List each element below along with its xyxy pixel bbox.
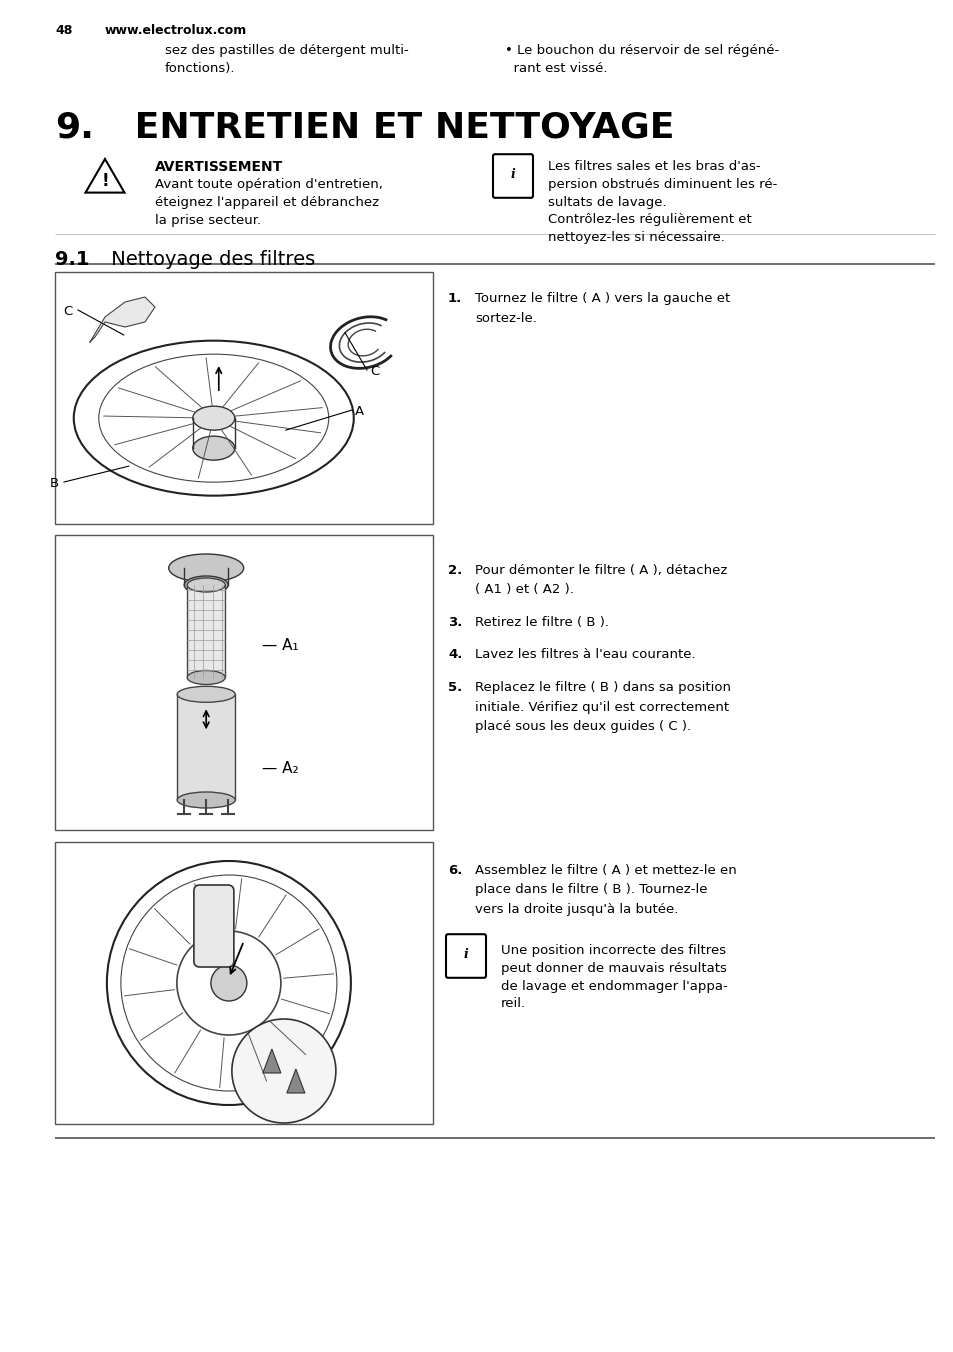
Text: 1.: 1. [448,292,462,306]
Text: AVERTISSEMENT: AVERTISSEMENT [154,160,283,174]
Bar [187,585,225,677]
Circle shape [211,965,247,1000]
Text: ENTRETIEN ET NETTOYAGE: ENTRETIEN ET NETTOYAGE [122,110,674,145]
Ellipse shape [193,437,234,460]
Text: 2.: 2. [448,564,462,577]
Text: Lavez les filtres à l'eau courante.: Lavez les filtres à l'eau courante. [475,649,695,661]
Text: 9.1: 9.1 [55,250,90,269]
Text: reil.: reil. [500,998,525,1010]
Text: C: C [63,306,72,318]
Text: persion obstrués diminuent les ré-: persion obstrués diminuent les ré- [547,178,777,191]
Text: !: ! [101,173,109,191]
Text: Tournez le filtre ( A ) vers la gauche et: Tournez le filtre ( A ) vers la gauche e… [475,292,729,306]
Text: sultats de lavage.: sultats de lavage. [547,196,666,208]
Text: ( A1 ) et ( A2 ).: ( A1 ) et ( A2 ). [475,584,574,596]
Text: 6.: 6. [448,864,462,877]
Text: 4.: 4. [448,649,462,661]
Text: Une position incorrecte des filtres: Une position incorrecte des filtres [500,944,725,957]
Ellipse shape [177,687,235,702]
Text: place dans le filtre ( B ). Tournez-le: place dans le filtre ( B ). Tournez-le [475,883,707,896]
Text: sez des pastilles de détergent multi-: sez des pastilles de détergent multi- [165,45,408,57]
Text: 48: 48 [55,24,72,37]
Text: Replacez le filtre ( B ) dans sa position: Replacez le filtre ( B ) dans sa positio… [475,681,730,694]
Text: • Le bouchon du réservoir de sel régéné-: • Le bouchon du réservoir de sel régéné- [504,45,779,57]
Text: éteignez l'appareil et débranchez: éteignez l'appareil et débranchez [154,196,378,208]
Text: i: i [463,948,468,961]
Text: Contrôlez-les régulièrement et: Contrôlez-les régulièrement et [547,214,751,226]
Text: Assemblez le filtre ( A ) et mettez-le en: Assemblez le filtre ( A ) et mettez-le e… [475,864,736,877]
Text: Nettoyage des filtres: Nettoyage des filtres [105,250,314,269]
Text: — A₁: — A₁ [262,638,298,653]
Text: B: B [50,477,59,489]
Text: Les filtres sales et les bras d'as-: Les filtres sales et les bras d'as- [547,160,760,173]
Bar [55,272,433,525]
Bar [55,842,433,1124]
Text: 5.: 5. [448,681,462,694]
Polygon shape [263,1049,280,1073]
Text: nettoyez-les si nécessaire.: nettoyez-les si nécessaire. [547,231,724,245]
Text: de lavage et endommager l'appa-: de lavage et endommager l'appa- [500,980,727,992]
Text: — A₂: — A₂ [262,761,298,776]
Text: placé sous les deux guides ( C ).: placé sous les deux guides ( C ). [475,721,690,733]
Text: 9.: 9. [55,110,93,145]
Text: vers la droite jusqu'à la butée.: vers la droite jusqu'à la butée. [475,903,678,917]
Ellipse shape [193,406,234,430]
Text: C: C [370,365,379,379]
Text: la prise secteur.: la prise secteur. [154,214,261,227]
Bar [177,695,235,800]
Text: peut donner de mauvais résultats: peut donner de mauvais résultats [500,961,726,975]
Polygon shape [287,1069,305,1092]
Text: Avant toute opération d'entretien,: Avant toute opération d'entretien, [154,178,382,191]
Text: A: A [355,406,364,418]
Text: www.electrolux.com: www.electrolux.com [105,24,247,37]
Text: rant est vissé.: rant est vissé. [504,62,607,74]
Ellipse shape [187,579,225,592]
FancyBboxPatch shape [193,886,233,967]
Bar [55,535,433,830]
Text: fonctions).: fonctions). [165,62,235,74]
Text: initiale. Vérifiez qu'il est correctement: initiale. Vérifiez qu'il est correctemen… [475,700,728,714]
FancyBboxPatch shape [493,154,533,197]
Ellipse shape [184,576,228,594]
Text: Retirez le filtre ( B ).: Retirez le filtre ( B ). [475,617,608,629]
Text: Pour démonter le filtre ( A ), détachez: Pour démonter le filtre ( A ), détachez [475,564,726,577]
Polygon shape [90,297,154,342]
Circle shape [232,1019,335,1124]
Ellipse shape [187,671,225,684]
Ellipse shape [169,554,243,581]
Ellipse shape [177,792,235,808]
Text: i: i [510,168,515,181]
FancyBboxPatch shape [446,934,485,977]
Text: 3.: 3. [448,617,462,629]
Text: sortez-le.: sortez-le. [475,311,537,324]
